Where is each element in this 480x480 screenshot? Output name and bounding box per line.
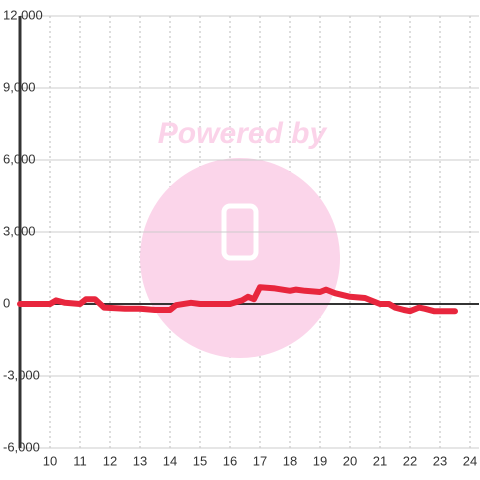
x-tick-label: 16	[223, 453, 237, 468]
x-tick-label: 10	[43, 453, 57, 468]
x-tick-label: 17	[253, 453, 267, 468]
series-line	[17, 284, 458, 315]
x-tick-label: 14	[163, 453, 177, 468]
y-tick-label: 3,000	[3, 223, 36, 238]
watermark-logo	[140, 158, 340, 358]
y-tick-label: -3,000	[3, 367, 40, 382]
x-tick-label: 23	[433, 453, 447, 468]
x-tick-label: 18	[283, 453, 297, 468]
x-tick-label: 21	[373, 453, 387, 468]
x-tick-label: 11	[73, 453, 87, 468]
y-tick-label: 12,000	[3, 7, 43, 22]
x-tick-label: 24	[463, 453, 477, 468]
y-tick-label: 9,000	[3, 79, 36, 94]
x-tick-label: 13	[133, 453, 147, 468]
y-tick-label: -6,000	[3, 439, 40, 454]
y-tick-label: 6,000	[3, 151, 36, 166]
x-tick-label: 12	[103, 453, 117, 468]
x-tick-label: 19	[313, 453, 327, 468]
watermark-text: Powered by	[158, 117, 328, 150]
x-tick-label: 20	[343, 453, 357, 468]
x-tick-label: 15	[193, 453, 207, 468]
x-tick-label: 22	[403, 453, 417, 468]
y-tick-label: 0	[3, 295, 10, 310]
